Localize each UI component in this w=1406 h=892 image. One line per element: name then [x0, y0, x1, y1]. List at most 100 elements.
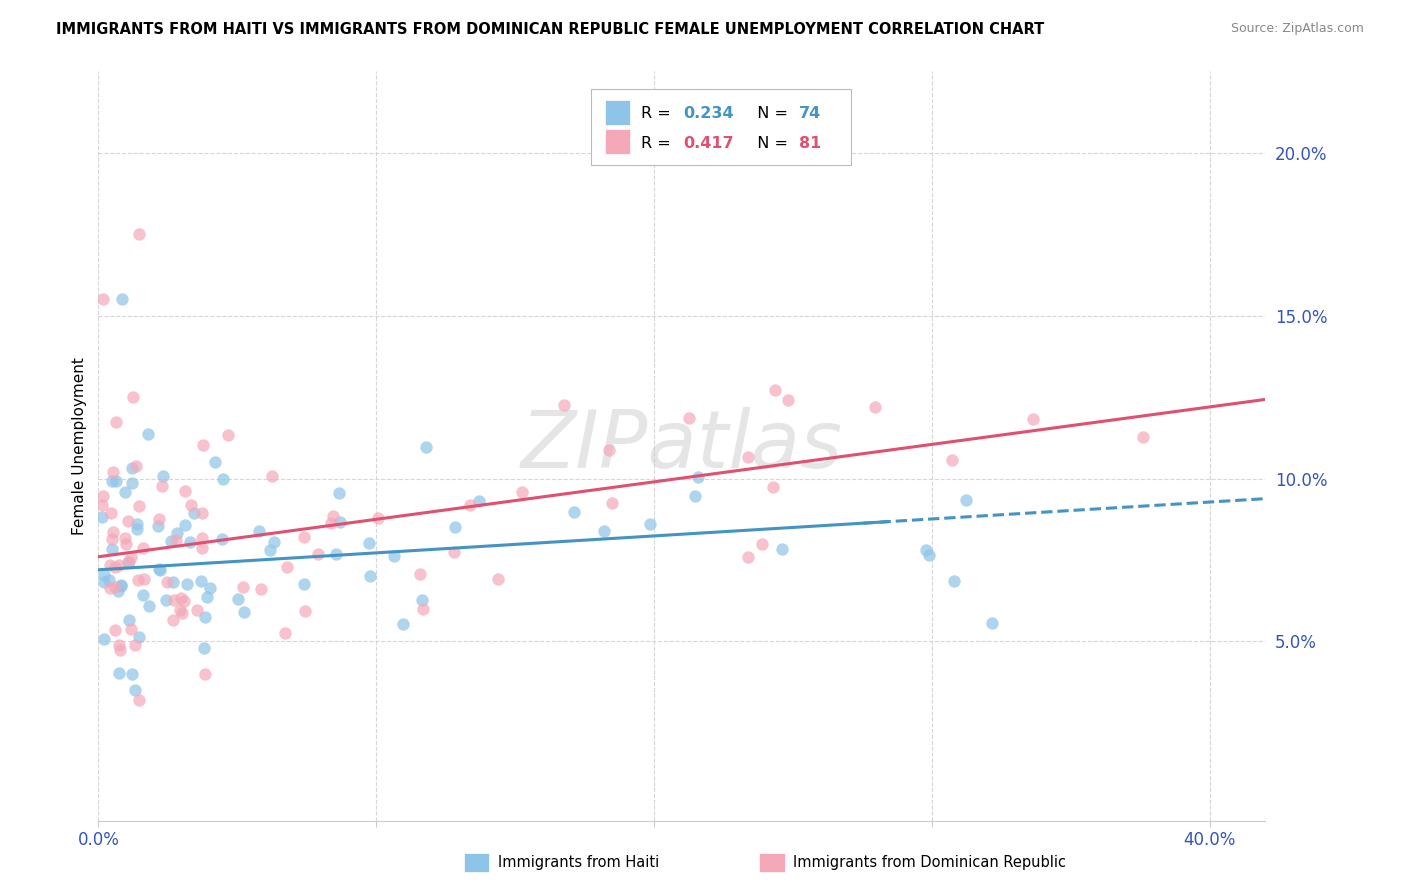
Point	[183, 506, 205, 520]
Point	[156, 575, 179, 590]
Point	[169, 603, 191, 617]
Point	[132, 541, 155, 555]
Text: 81: 81	[799, 136, 821, 151]
Point	[148, 512, 170, 526]
Point	[180, 498, 202, 512]
Text: R =: R =	[641, 136, 676, 151]
Point	[174, 484, 197, 499]
Point	[132, 588, 155, 602]
Point	[915, 542, 938, 557]
Point	[226, 592, 249, 607]
Point	[190, 541, 212, 555]
Point	[114, 485, 136, 500]
Point	[770, 542, 793, 557]
Point	[194, 610, 217, 624]
Text: 74: 74	[799, 106, 821, 121]
Point	[593, 524, 616, 539]
Point	[638, 516, 661, 531]
Point	[90, 498, 112, 512]
Point	[98, 582, 121, 596]
Point	[173, 594, 195, 608]
Point	[190, 532, 212, 546]
Point	[678, 411, 700, 425]
Point	[763, 383, 786, 397]
Point	[152, 469, 174, 483]
Point	[132, 572, 155, 586]
Point	[124, 683, 146, 698]
Point	[190, 506, 212, 520]
Point	[105, 474, 128, 488]
Point	[121, 461, 143, 475]
Point	[93, 489, 115, 503]
Point	[409, 566, 432, 581]
Point	[138, 599, 160, 614]
Point	[128, 227, 150, 242]
Point	[468, 493, 491, 508]
Point	[107, 665, 129, 680]
Point	[217, 428, 239, 442]
Text: Source: ZipAtlas.com: Source: ZipAtlas.com	[1230, 22, 1364, 36]
Point	[411, 592, 433, 607]
Point	[328, 486, 350, 500]
Point	[93, 574, 115, 589]
Point	[149, 564, 172, 578]
Point	[307, 547, 329, 561]
Point	[170, 606, 193, 620]
Point	[382, 549, 405, 564]
Point	[195, 590, 218, 604]
Point	[104, 415, 127, 429]
Point	[211, 533, 233, 547]
Point	[274, 626, 297, 640]
Point	[955, 493, 977, 508]
Point	[562, 505, 585, 519]
Point	[107, 558, 129, 572]
Point	[294, 604, 316, 618]
Point	[146, 519, 169, 533]
Point	[194, 667, 217, 681]
Point	[127, 573, 149, 587]
Text: ZIPatlas: ZIPatlas	[520, 407, 844, 485]
Point	[942, 574, 965, 588]
Point	[329, 515, 352, 529]
Point	[683, 489, 706, 503]
Point	[941, 453, 963, 467]
Point	[108, 643, 131, 657]
Point	[1022, 412, 1045, 426]
Point	[412, 601, 434, 615]
Point	[186, 602, 208, 616]
Point	[91, 510, 114, 524]
Point	[193, 438, 215, 452]
Point	[737, 550, 759, 565]
Point	[121, 667, 143, 681]
Point	[108, 638, 131, 652]
Point	[322, 508, 344, 523]
Point	[260, 469, 283, 483]
Point	[118, 555, 141, 569]
Text: N =: N =	[747, 136, 793, 151]
Point	[150, 479, 173, 493]
Text: 0.417: 0.417	[683, 136, 734, 151]
Point	[114, 531, 136, 545]
Text: 0.234: 0.234	[683, 106, 734, 121]
Y-axis label: Female Unemployment: Female Unemployment	[72, 357, 87, 535]
Point	[101, 465, 124, 479]
Point	[359, 535, 381, 549]
Point	[553, 398, 575, 412]
Point	[148, 562, 170, 576]
Point	[115, 537, 138, 551]
Point	[104, 623, 127, 637]
Point	[263, 534, 285, 549]
Point	[91, 293, 114, 307]
Point	[127, 522, 149, 536]
Point	[460, 498, 482, 512]
Point	[247, 524, 270, 539]
Point	[107, 584, 129, 599]
Point	[174, 518, 197, 533]
Point	[359, 569, 381, 583]
Point	[751, 537, 773, 551]
Point	[120, 550, 142, 565]
Point	[179, 535, 201, 549]
Point	[162, 575, 184, 590]
Point	[101, 542, 124, 557]
Point	[166, 525, 188, 540]
